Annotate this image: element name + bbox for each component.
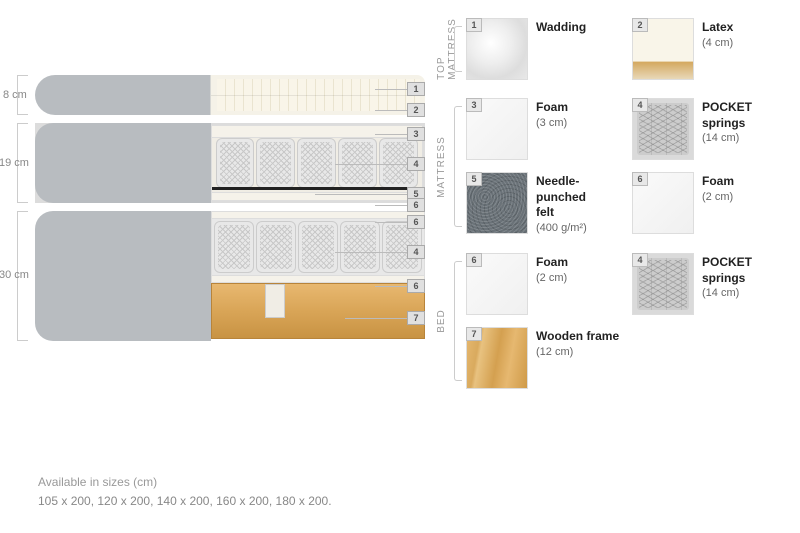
legend-item: 1 Wadding [466, 18, 624, 80]
legend-item: 4 POCKETsprings(14 cm) [632, 253, 790, 315]
legend-bed: BED 6 Foam(2 cm) 4 POCKETsprings(14 cm) 7 Woo… [438, 253, 790, 389]
legend-item: 3 Foam(3 cm) [466, 98, 624, 160]
legend-number: 4 [632, 98, 648, 112]
legend-number: 5 [466, 172, 482, 186]
legend-number: 7 [466, 327, 482, 341]
sizes-list: 105 x 200, 120 x 200, 140 x 200, 160 x 2… [38, 492, 332, 511]
sizes-title: Available in sizes (cm) [38, 473, 332, 492]
legend-text: Foam(2 cm) [536, 253, 568, 315]
legend-text: Wooden frame(12 cm) [536, 327, 619, 389]
legend-text: Latex(4 cm) [702, 18, 733, 80]
callout-1: 1 [375, 82, 425, 96]
section-bracket [454, 26, 462, 72]
legend-text: POCKETsprings(14 cm) [702, 253, 752, 315]
section-label-bed: BED [436, 309, 447, 333]
legend-text: POCKETsprings(14 cm) [702, 98, 752, 160]
callout-6a: 6 [375, 198, 425, 212]
legend-text: Foam(3 cm) [536, 98, 568, 160]
section-bracket [454, 106, 462, 227]
legend-number: 3 [466, 98, 482, 112]
callout-6b: 6 [375, 215, 425, 229]
callout-2: 2 [375, 103, 425, 117]
legend-item: 6 Foam(2 cm) [632, 172, 790, 235]
callout-6c: 6 [375, 279, 425, 293]
top-mattress-section [35, 75, 425, 115]
dim-bed: 30 cm [0, 269, 29, 281]
legend-mattress: MATTRESS 3 Foam(3 cm) 4 POCKETsprings(14 cm… [438, 98, 790, 235]
legend-item: 5 Needle-punchedfelt(400 g/m²) [466, 172, 624, 235]
legend-area: TOP MATTRESS 1Wadding2Latex(4 cm) MATTRE… [438, 18, 790, 407]
legend-text: Wadding [536, 18, 586, 80]
legend-text: Needle-punchedfelt(400 g/m²) [536, 172, 587, 235]
legend-item: 6 Foam(2 cm) [466, 253, 624, 315]
legend-item: 4 POCKETsprings(14 cm) [632, 98, 790, 160]
mattress-cover [35, 123, 211, 203]
legend-number: 6 [632, 172, 648, 186]
bed-cover [35, 211, 211, 341]
legend-item: 2 Latex(4 cm) [632, 18, 790, 80]
legend-text: Foam(2 cm) [702, 172, 734, 235]
dim-top-mattress: 8 cm [3, 89, 27, 101]
legend-number: 2 [632, 18, 648, 32]
legend-top-mattress: TOP MATTRESS 1Wadding2Latex(4 cm) [438, 18, 790, 80]
callout-4b: 4 [335, 245, 425, 259]
callout-3: 3 [375, 127, 425, 141]
cross-section-diagram: 8 cm 19 cm 30 cm 1 2 3 4 5 6 [35, 75, 425, 349]
callout-4: 4 [335, 157, 425, 171]
legend-number: 6 [466, 253, 482, 267]
callout-7: 7 [345, 311, 425, 325]
legend-item: 7 Wooden frame(12 cm) [466, 327, 624, 389]
section-label-mattress: MATTRESS [436, 136, 447, 198]
sizes-note: Available in sizes (cm) 105 x 200, 120 x… [38, 473, 332, 511]
legend-number: 1 [466, 18, 482, 32]
section-bracket [454, 261, 462, 381]
dim-mattress: 19 cm [0, 157, 29, 169]
legend-number: 4 [632, 253, 648, 267]
